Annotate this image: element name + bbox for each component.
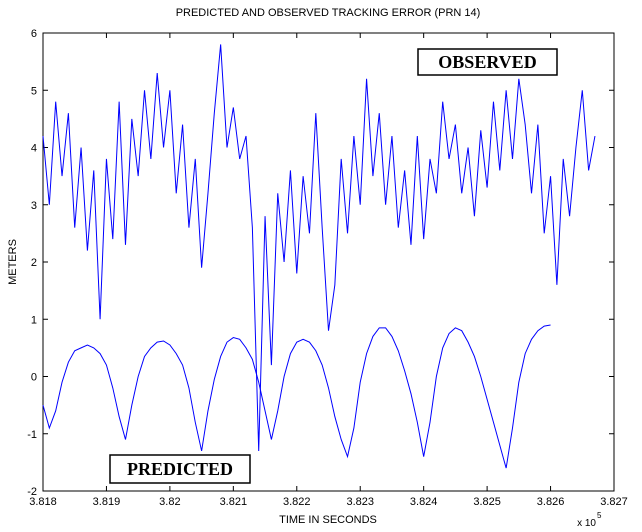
x-scale-label: x 10	[577, 518, 596, 529]
y-tick-label: -2	[27, 486, 37, 498]
y-tick-label: 3	[31, 200, 37, 212]
x-tick-label: 3.821	[220, 496, 248, 508]
chart-title: PREDICTED AND OBSERVED TRACKING ERROR (P…	[176, 7, 481, 19]
series-label-box: PREDICTED	[109, 454, 251, 484]
y-tick-label: 5	[31, 85, 37, 97]
series-label: PREDICTED	[127, 459, 233, 479]
x-tick-label: 3.823	[346, 496, 374, 508]
series-label-box: OBSERVED	[417, 48, 558, 76]
x-tick-label: 3.825	[473, 496, 501, 508]
series-line	[42, 324, 551, 469]
y-tick-label: 6	[31, 28, 37, 40]
x-tick-label: 3.818	[29, 496, 57, 508]
y-tick-label: -1	[27, 429, 37, 441]
x-tick-label: 3.827	[600, 496, 628, 508]
x-axis-label: TIME IN SECONDS	[279, 514, 377, 526]
series-line	[42, 44, 596, 451]
x-tick-label: 3.822	[283, 496, 311, 508]
series-label: OBSERVED	[438, 52, 536, 72]
label-frame	[417, 48, 558, 76]
x-scale-exponent: 5	[597, 511, 602, 520]
label-frame	[109, 454, 251, 484]
y-axis-label: METERS	[7, 239, 19, 285]
x-tick-label: 3.824	[410, 496, 438, 508]
y-tick-label: 1	[31, 314, 37, 326]
x-tick-label: 3.826	[537, 496, 565, 508]
y-tick-label: 2	[31, 257, 37, 269]
y-tick-label: 0	[31, 372, 37, 384]
x-tick-label: 3.819	[93, 496, 121, 508]
x-tick-label: 3.82	[159, 496, 180, 508]
y-tick-label: 4	[31, 143, 37, 155]
